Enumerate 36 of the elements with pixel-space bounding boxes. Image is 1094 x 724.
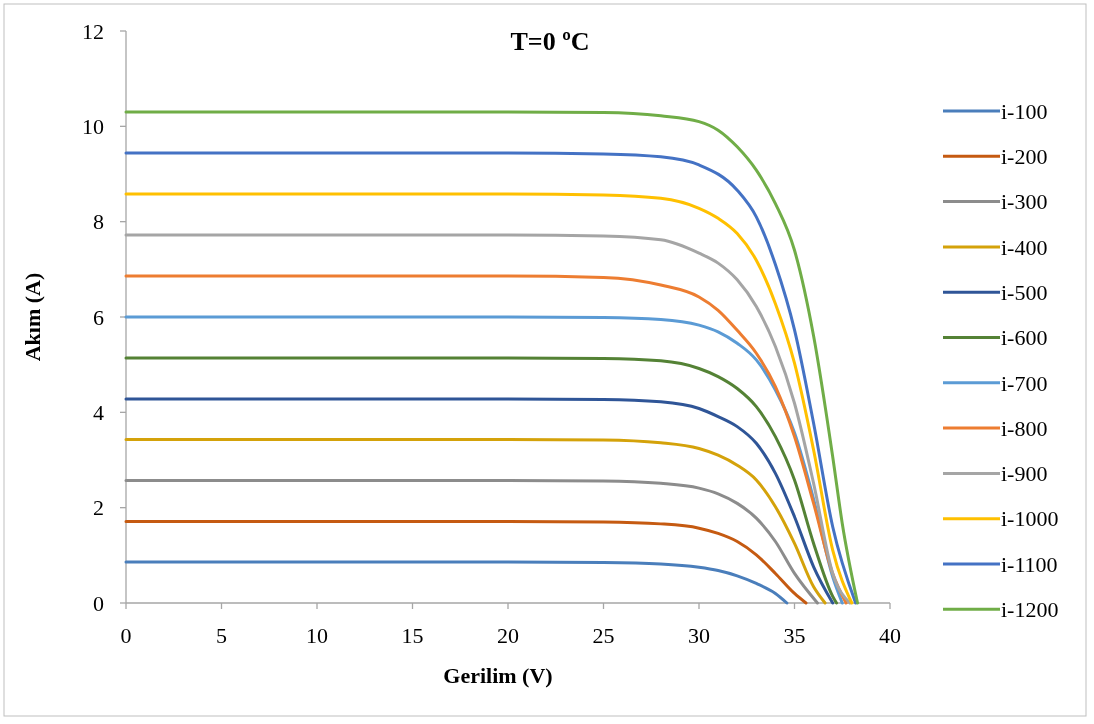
legend-label: i-400 xyxy=(1001,234,1048,260)
legend-label: i-100 xyxy=(1001,98,1048,124)
line-series xyxy=(124,438,827,605)
legend-label: i-600 xyxy=(1001,325,1048,351)
x-tick-label: 5 xyxy=(216,623,227,648)
x-axis-title: Gerilim (V) xyxy=(443,663,553,688)
x-tick-label: 30 xyxy=(688,623,710,648)
x-tick-label: 35 xyxy=(783,623,806,648)
x-tick-label: 40 xyxy=(879,623,901,648)
line-series xyxy=(124,479,819,605)
y-tick-label: 0 xyxy=(93,590,104,616)
y-tick-label: 8 xyxy=(93,209,104,235)
legend-label: i-800 xyxy=(1001,415,1048,441)
chart-title: T=0 ºC xyxy=(510,27,590,56)
y-tick-label: 4 xyxy=(93,400,104,426)
x-tick-label: 0 xyxy=(120,623,132,648)
y-tick-label: 6 xyxy=(93,304,104,330)
y-axis-title: Akım (A) xyxy=(20,272,45,362)
legend-label: i-1100 xyxy=(1001,551,1058,577)
x-tick-label: 25 xyxy=(592,623,615,648)
y-tick-label: 12 xyxy=(82,18,104,44)
legend-label: i-900 xyxy=(1001,461,1048,487)
legend-label: i-500 xyxy=(1001,279,1048,305)
x-tick-label: 20 xyxy=(497,623,519,648)
y-tick-label: 10 xyxy=(82,114,104,140)
legend-label: i-200 xyxy=(1001,144,1048,169)
legend-label: i-300 xyxy=(1001,189,1048,215)
line-series xyxy=(124,397,835,605)
legend-label: i-1000 xyxy=(1001,506,1059,532)
line-series xyxy=(124,560,789,605)
x-tick-label: 10 xyxy=(306,623,328,648)
line-series xyxy=(124,519,808,605)
legend-label: i-1200 xyxy=(1001,597,1059,622)
y-tick-label: 2 xyxy=(93,495,104,521)
legend-label: i-700 xyxy=(1001,370,1048,396)
x-tick-label: 15 xyxy=(401,623,424,648)
